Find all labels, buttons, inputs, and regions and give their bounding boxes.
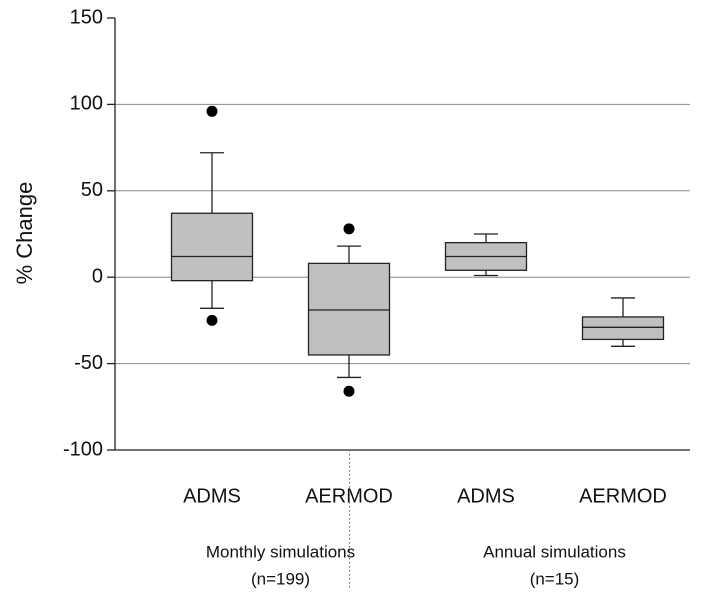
y-tick-label: 150 xyxy=(70,6,103,28)
group-label: (n=15) xyxy=(530,569,580,588)
y-tick-label: -50 xyxy=(74,352,103,374)
y-tick-label: 100 xyxy=(70,93,103,115)
box xyxy=(170,212,254,282)
outlier xyxy=(206,105,218,117)
x-tick-label: AERMOD xyxy=(579,485,667,507)
box xyxy=(581,316,665,341)
x-tick-label: ADMS xyxy=(457,485,515,507)
x-tick-label: AERMOD xyxy=(305,485,393,507)
y-tick-label: 0 xyxy=(92,265,103,287)
outlier xyxy=(343,223,355,235)
y-tick-label: -100 xyxy=(63,438,103,460)
group-label: Monthly simulations xyxy=(206,542,355,561)
y-tick-label: 50 xyxy=(81,179,103,201)
x-tick-label: ADMS xyxy=(183,485,241,507)
group-label: Annual simulations xyxy=(483,542,626,561)
box xyxy=(307,262,391,356)
group-label: (n=199) xyxy=(251,569,310,588)
y-axis-label: % Change xyxy=(12,182,37,285)
outlier xyxy=(343,385,355,397)
outlier xyxy=(206,314,218,326)
